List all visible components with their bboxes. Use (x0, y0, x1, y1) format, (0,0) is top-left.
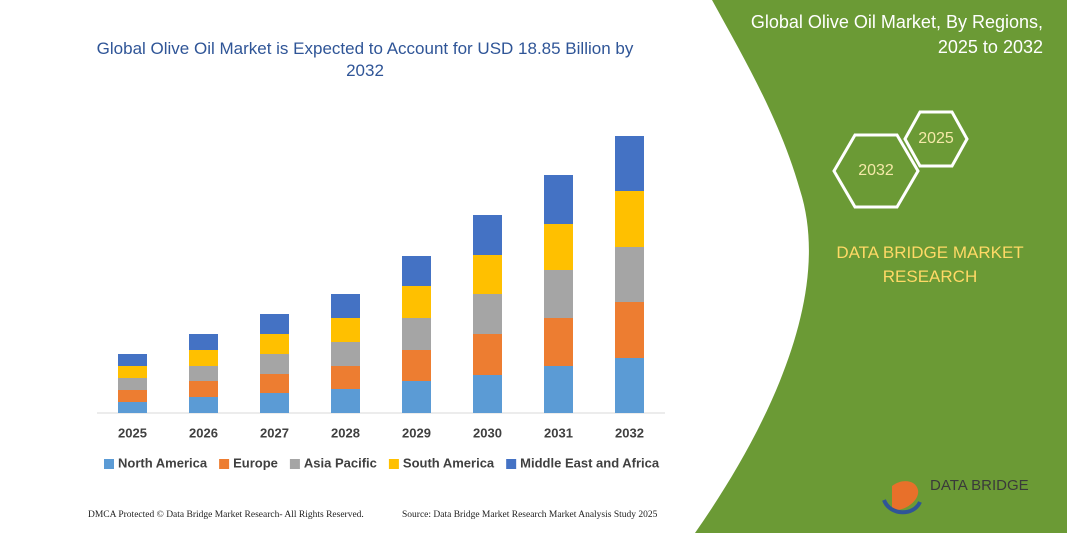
bar-segment (615, 247, 644, 302)
bar-segment (118, 390, 147, 402)
bar-segment (473, 294, 502, 334)
bar-segment (402, 318, 431, 350)
x-tick-label: 2025 (118, 425, 147, 440)
x-tick-label: 2032 (615, 425, 644, 440)
bar-segment (473, 375, 502, 413)
legend-swatch (506, 459, 517, 469)
footer-copyright: DMCA Protected © Data Bridge Market Rese… (88, 509, 364, 520)
bar-segment (544, 366, 573, 413)
legend-label: Middle East and Africa (520, 455, 660, 470)
panel-title: Global Olive Oil Market, By Regions, 202… (750, 12, 1043, 57)
footer-source: Source: Data Bridge Market Research Mark… (402, 510, 658, 520)
bar-segment (118, 378, 147, 390)
bar-segment (260, 334, 289, 354)
bar-segment (260, 354, 289, 374)
bar-segment (544, 175, 573, 224)
legend-swatch (219, 459, 230, 469)
bar-segment (402, 256, 431, 286)
bar-segment (473, 215, 502, 255)
logo-mark (882, 499, 922, 515)
bar-segment (615, 358, 644, 413)
bar-segment (544, 318, 573, 366)
bar-segment (615, 191, 644, 247)
bar-segment (189, 397, 218, 413)
legend-swatch (289, 459, 300, 469)
bar-segment (544, 224, 573, 270)
side-panel (695, 0, 1067, 533)
bar-segment (615, 136, 644, 191)
x-tick-label: 2027 (260, 425, 289, 440)
legend-label: Europe (233, 455, 278, 470)
bar-segment (260, 393, 289, 413)
bar-segment (615, 302, 644, 358)
bar-segment (118, 354, 147, 366)
logo-mark (892, 472, 919, 511)
bar-segment (402, 350, 431, 381)
legend-swatch (388, 459, 399, 469)
bar-segment (189, 350, 218, 366)
bar-segment (189, 366, 218, 381)
bar-segment (118, 366, 147, 378)
bar-segment (402, 381, 431, 413)
legend-label: South America (403, 455, 495, 470)
bar-segment (402, 286, 431, 318)
bar-segment (189, 381, 218, 397)
bar-segment (473, 255, 502, 294)
hexagon-label: 2032 (858, 162, 894, 179)
bar-segment (331, 294, 360, 318)
bar-segment (331, 342, 360, 366)
logo-text: DATA BRIDGE (930, 477, 1029, 494)
bar-segment (118, 402, 147, 413)
x-tick-label: 2030 (473, 425, 502, 440)
bar-segment (260, 374, 289, 393)
legend-label: Asia Pacific (304, 455, 377, 470)
hexagon-label: 2025 (918, 130, 954, 147)
x-tick-label: 2031 (544, 425, 573, 440)
hexagon (903, 110, 969, 168)
bar-segment (331, 318, 360, 342)
legend-swatch (104, 459, 114, 469)
bar-segment (331, 389, 360, 413)
brand-text: DATA BRIDGE MARKET RESEARCH (836, 243, 1024, 286)
chart-title: Global Olive Oil Market is Expected to A… (96, 39, 634, 80)
bar-segment (260, 314, 289, 334)
bar-segment (544, 270, 573, 318)
hexagon (832, 133, 920, 209)
legend-label: North America (118, 455, 208, 470)
bar-segment (189, 334, 218, 350)
bar-segment (331, 366, 360, 389)
bar-segment (473, 334, 502, 375)
x-tick-label: 2028 (331, 425, 360, 440)
x-tick-label: 2029 (402, 425, 431, 440)
x-tick-label: 2026 (189, 425, 218, 440)
